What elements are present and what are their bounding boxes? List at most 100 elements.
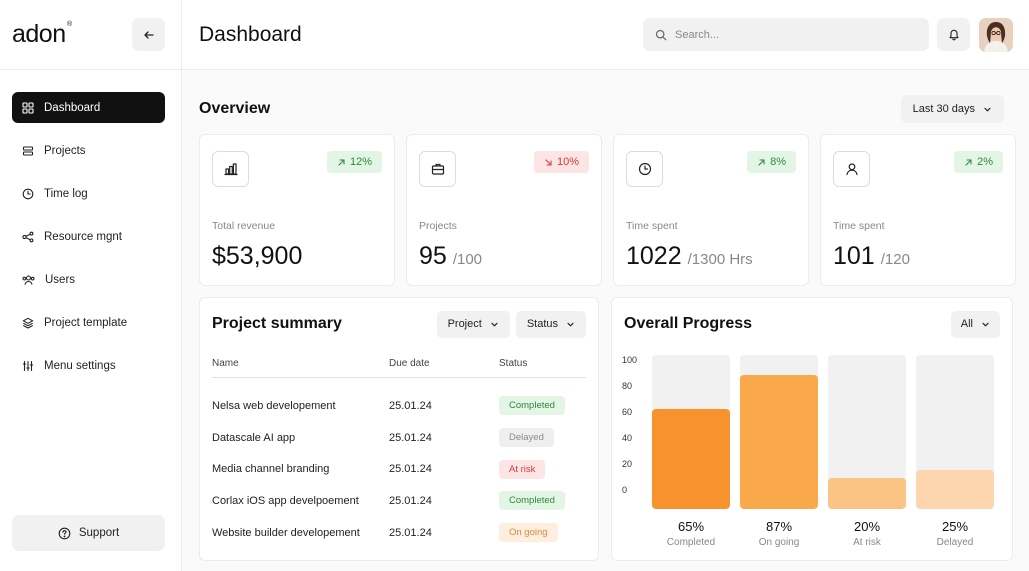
- bar[interactable]: [828, 478, 906, 509]
- chevron-down-icon: [984, 107, 991, 111]
- sidebar-item-label: Resource mgnt: [44, 230, 122, 243]
- filter-label: Project: [447, 318, 482, 330]
- project-summary-title: Project summary: [212, 315, 342, 332]
- sidebar-item-projects[interactable]: Projects: [12, 135, 165, 166]
- search-box[interactable]: [643, 18, 929, 51]
- project-name: Website builder developement: [212, 526, 360, 539]
- bar[interactable]: [652, 409, 730, 509]
- y-axis: 100 80 60 40 20 0: [622, 355, 642, 500]
- project-summary-card: Project summary Project Status Name Due …: [199, 297, 599, 561]
- clock-icon: [638, 162, 651, 176]
- collapse-sidebar-button[interactable]: [132, 18, 165, 51]
- card-header: Overall Progress All: [612, 298, 1012, 350]
- change-badge: 10%: [533, 151, 589, 173]
- table-row[interactable]: Datascale AI app 25.01.24 Delayed: [212, 422, 586, 454]
- search-icon: [655, 29, 667, 40]
- sidebar: adon ® Dashboard Projects Time log Resour…: [0, 0, 182, 571]
- status-badge: Completed: [499, 396, 565, 416]
- sidebar-item-time-log[interactable]: Time log: [12, 178, 165, 209]
- nodes-icon: [22, 231, 34, 242]
- overview-title: Overview: [199, 100, 271, 117]
- bar-chart-icon: [223, 163, 238, 176]
- bar-category-label: Delayed: [936, 537, 974, 548]
- table-header: Name Due date Status: [212, 350, 586, 378]
- sidebar-item-label: Dashboard: [44, 101, 101, 114]
- sidebar-item-resource-mgnt[interactable]: Resource mgnt: [12, 221, 165, 252]
- bell-icon: [948, 29, 959, 41]
- avatar[interactable]: [979, 17, 1013, 52]
- sidebar-item-users[interactable]: Users: [12, 264, 165, 295]
- table-row[interactable]: Corlax iOS app develpoement 25.01.24 Com…: [212, 485, 586, 517]
- project-name: Nelsa web developement: [212, 399, 336, 412]
- bar-value-label: 65%: [677, 519, 705, 534]
- stat-total: /120: [880, 251, 910, 268]
- due-date: 25.01.24: [389, 431, 432, 444]
- sidebar-nav: Dashboard Projects Time log Resource mgn…: [0, 70, 181, 381]
- user-avatar-image: [979, 17, 1013, 52]
- bar-track: [740, 355, 818, 509]
- bar-column: 65% Completed: [652, 355, 730, 548]
- bar[interactable]: [916, 470, 994, 509]
- page-title: Dashboard: [199, 22, 302, 46]
- change-value: 10%: [556, 156, 579, 168]
- arrow-down-right-icon: [545, 158, 552, 166]
- table-row[interactable]: Media channel branding 25.01.24 At risk: [212, 453, 586, 485]
- sidebar-item-dashboard[interactable]: Dashboard: [12, 92, 165, 123]
- due-date: 25.01.24: [389, 526, 432, 539]
- y-tick-label: 100: [622, 355, 638, 365]
- status-badge: At risk: [499, 459, 546, 479]
- table-row[interactable]: Nelsa web developement 25.01.24 Complete…: [212, 390, 586, 422]
- status-cell: On going: [499, 523, 586, 543]
- overview-header: Overview Last 30 days: [182, 70, 1029, 124]
- project-name: Corlax iOS app develpoement: [212, 494, 359, 507]
- filter-label: All: [960, 318, 973, 330]
- stat-value: 95: [419, 242, 447, 270]
- project-filter-select[interactable]: Project: [436, 310, 510, 338]
- notifications-button[interactable]: [937, 18, 970, 51]
- sidebar-item-label: Project template: [44, 316, 128, 329]
- bar[interactable]: [740, 375, 818, 509]
- change-badge: 12%: [326, 151, 382, 173]
- status-badge: On going: [499, 523, 558, 543]
- due-date: 25.01.24: [389, 463, 432, 476]
- y-tick-label: 40: [622, 433, 633, 443]
- bar-value-label: 20%: [853, 519, 881, 534]
- column-header-status: Status: [499, 358, 528, 369]
- chevron-down-icon: [567, 322, 574, 326]
- overall-progress-title: Overall Progress: [624, 315, 753, 332]
- stat-card-revenue: 12% Total revenue $53,900: [199, 134, 395, 286]
- bar-chart: 65% Completed 87% On going 20% At risk 25% Dela…: [652, 355, 994, 548]
- bar-category-label: At risk: [853, 537, 881, 548]
- support-button[interactable]: Support: [12, 515, 165, 551]
- progress-filter-select[interactable]: All: [950, 310, 1000, 338]
- column-header-name: Name: [212, 358, 239, 369]
- status-cell: Completed: [499, 396, 586, 416]
- y-tick-label: 0: [622, 485, 628, 495]
- stat-label: Total revenue: [212, 220, 276, 232]
- bar-value-label: 25%: [941, 519, 969, 534]
- sidebar-item-label: Users: [45, 273, 76, 286]
- change-badge: 2%: [954, 151, 1003, 173]
- sidebar-item-project-template[interactable]: Project template: [12, 307, 165, 338]
- bar-track: [828, 355, 906, 509]
- help-circle-icon: [58, 527, 71, 539]
- project-table: Name Due date Status Nelsa web developem…: [200, 350, 598, 548]
- table-row[interactable]: Website builder developement 25.01.24 On…: [212, 517, 586, 549]
- clock-icon: [22, 188, 34, 199]
- change-badge: 8%: [747, 151, 796, 173]
- arrow-up-right-icon: [338, 158, 345, 166]
- folder-icon: [22, 145, 34, 156]
- arrow-left-icon: [143, 30, 154, 39]
- bar-column: 25% Delayed: [916, 355, 994, 548]
- topbar: Dashboard: [182, 0, 1029, 70]
- date-range-select[interactable]: Last 30 days: [900, 95, 1004, 123]
- chevron-down-icon: [982, 322, 989, 326]
- status-filter-select[interactable]: Status: [515, 310, 586, 338]
- arrow-up-right-icon: [965, 158, 972, 166]
- due-date: 25.01.24: [389, 399, 432, 412]
- search-input[interactable]: [675, 28, 895, 41]
- bar-column: 87% On going: [740, 355, 818, 548]
- stat-total: /1300 Hrs: [687, 251, 753, 268]
- status-cell: Completed: [499, 491, 586, 511]
- sidebar-item-menu-settings[interactable]: Menu settings: [12, 350, 165, 381]
